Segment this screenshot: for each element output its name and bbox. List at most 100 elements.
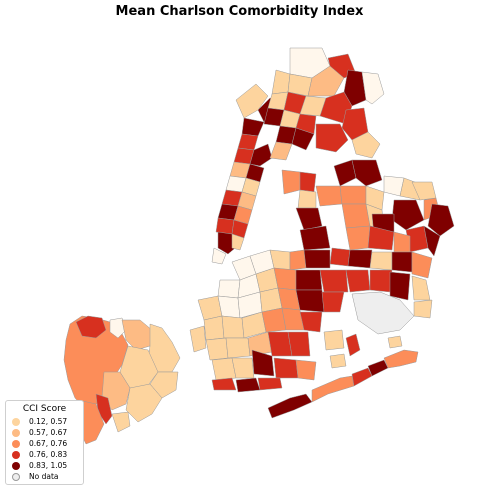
zip-region[interactable] — [321, 291, 345, 313]
map-title: Mean Charlson Comorbidity Index — [115, 4, 364, 19]
zip-region[interactable] — [299, 225, 331, 251]
zip-region[interactable] — [211, 247, 227, 265]
brooklyn — [189, 249, 345, 393]
legend-label: 0.12, 0.57 — [29, 417, 68, 426]
zip-region[interactable] — [427, 203, 455, 237]
zip-region[interactable] — [211, 357, 237, 381]
zip-region[interactable] — [387, 335, 403, 349]
legend-label: 0.57, 0.67 — [29, 428, 68, 437]
legend-label: 0.67, 0.76 — [29, 439, 68, 448]
zip-region[interactable] — [297, 189, 317, 209]
legend-swatch — [12, 429, 20, 437]
zip-region[interactable] — [345, 333, 361, 357]
zip-region[interactable] — [351, 159, 383, 187]
zip-region[interactable] — [315, 123, 349, 153]
legend-label: 0.76, 0.83 — [29, 450, 68, 459]
legend-label: No data — [29, 472, 59, 481]
zip-region[interactable] — [367, 359, 389, 377]
zip-region[interactable] — [197, 295, 223, 321]
zip-region[interactable] — [273, 357, 299, 379]
zip-region[interactable] — [369, 251, 393, 271]
zip-region[interactable] — [257, 377, 283, 391]
zip-region[interactable] — [323, 329, 345, 351]
zip-region[interactable] — [299, 171, 317, 193]
zip-region[interactable] — [281, 169, 301, 195]
zip-region[interactable] — [203, 315, 225, 341]
zip-region[interactable] — [241, 117, 265, 137]
zip-region[interactable] — [295, 269, 323, 291]
zip-region[interactable] — [225, 337, 251, 359]
zip-region[interactable] — [267, 393, 313, 419]
zip-region[interactable] — [211, 377, 237, 391]
zip-region[interactable] — [389, 271, 411, 301]
zip-region[interactable] — [295, 207, 323, 231]
staten-island — [63, 315, 181, 445]
queens — [281, 159, 455, 335]
zip-region[interactable] — [347, 249, 373, 269]
rockaway-and-islands — [267, 333, 419, 419]
zip-region[interactable] — [237, 133, 259, 151]
legend-swatch — [12, 451, 20, 459]
zip-region[interactable] — [351, 291, 415, 335]
zip-region[interactable] — [111, 411, 131, 433]
zip-region[interactable] — [281, 307, 305, 331]
zip-region[interactable] — [109, 317, 127, 339]
zip-region[interactable] — [413, 299, 433, 319]
zip-region[interactable] — [249, 143, 273, 167]
zip-region[interactable] — [411, 251, 433, 279]
zip-region[interactable] — [295, 359, 317, 381]
zip-region[interactable] — [423, 225, 441, 257]
legend: CCI Score 0.12, 0.57 0.57, 0.67 0.67, 0.… — [5, 400, 84, 485]
legend-swatch — [12, 418, 20, 426]
zip-region[interactable] — [235, 377, 261, 393]
zip-region[interactable] — [271, 69, 291, 95]
legend-title: CCI Score — [22, 404, 67, 414]
zip-region[interactable] — [295, 289, 325, 313]
zip-region[interactable] — [251, 349, 275, 377]
legend-swatch — [12, 462, 20, 470]
zip-region[interactable] — [289, 249, 307, 271]
zip-region[interactable] — [351, 367, 373, 387]
zip-region[interactable] — [215, 217, 235, 235]
zip-region[interactable] — [235, 83, 269, 119]
zip-region[interactable] — [189, 325, 207, 353]
zip-region[interactable] — [361, 71, 385, 105]
zip-region[interactable] — [391, 251, 413, 273]
zip-region[interactable] — [345, 269, 371, 293]
zip-region[interactable] — [231, 357, 255, 379]
legend-label: 0.83, 1.05 — [29, 461, 68, 470]
zip-region[interactable] — [341, 203, 371, 229]
zip-region[interactable] — [149, 371, 179, 399]
zip-region[interactable] — [291, 127, 315, 151]
zip-region[interactable] — [329, 247, 351, 267]
zip-region[interactable] — [391, 199, 425, 231]
zip-region[interactable] — [315, 185, 343, 207]
zip-region[interactable] — [217, 279, 241, 299]
zip-region[interactable] — [221, 315, 245, 339]
zip-region[interactable] — [231, 233, 245, 251]
zip-region[interactable] — [269, 141, 293, 161]
manhattan — [211, 83, 283, 265]
zip-region[interactable] — [329, 353, 347, 369]
legend-swatch — [12, 473, 20, 481]
zip-region[interactable] — [287, 331, 311, 357]
zip-region[interactable] — [299, 311, 323, 333]
zip-region[interactable] — [261, 307, 287, 333]
zip-region[interactable] — [345, 225, 371, 251]
zip-region[interactable] — [411, 275, 431, 301]
zip-region[interactable] — [383, 349, 419, 369]
zip-region[interactable] — [311, 375, 355, 403]
zip-region[interactable] — [367, 225, 395, 251]
zip-region[interactable] — [307, 65, 345, 97]
zip-region[interactable] — [343, 69, 367, 107]
zip-region[interactable] — [303, 249, 331, 269]
zip-region[interactable] — [369, 269, 393, 293]
legend-swatch — [12, 440, 20, 448]
zip-region[interactable] — [351, 131, 381, 159]
zip-region[interactable] — [205, 337, 229, 361]
zip-region[interactable] — [319, 269, 349, 293]
zip-region[interactable] — [75, 315, 107, 339]
zip-region[interactable] — [339, 185, 367, 205]
bronx — [263, 47, 385, 161]
